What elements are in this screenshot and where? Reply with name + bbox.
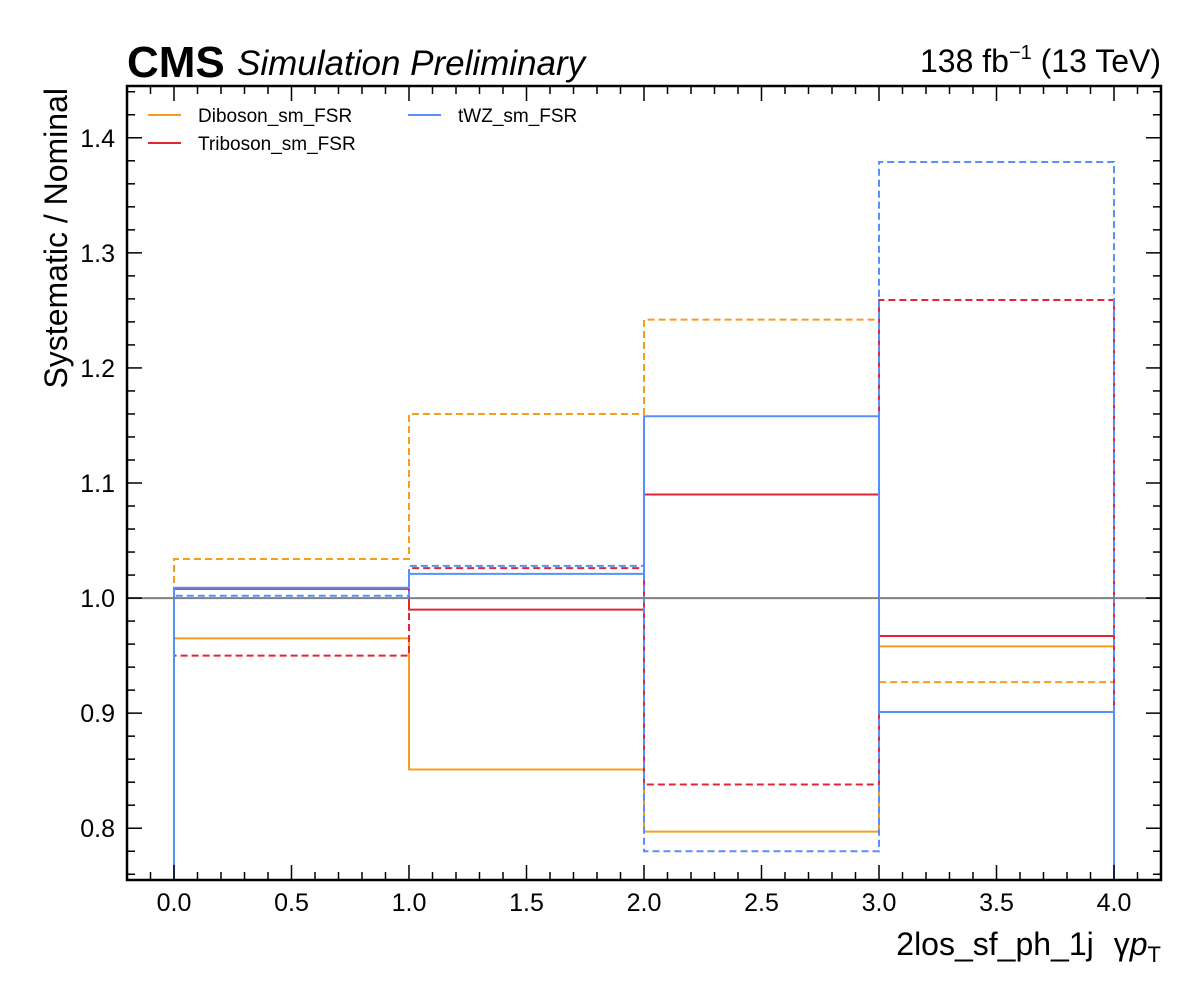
series-diboson-sm-fsr-down <box>173 318 1115 880</box>
y-tick-label: 0.8 <box>80 815 115 843</box>
y-tick-label: 1.3 <box>80 240 115 268</box>
series-twz-sm-fsr-up <box>173 415 1115 880</box>
lumi-label: 138 fb−1 (13 TeV) <box>920 42 1161 79</box>
x-tick-label: 0.5 <box>274 889 309 917</box>
series-twz-sm-fsr-down <box>173 160 1115 880</box>
series-triboson-sm-fsr-down <box>173 299 1115 880</box>
y-axis-label: Systematic / Nominal <box>38 88 74 389</box>
y-tick-label: 1.0 <box>80 585 115 613</box>
legend-label: tWZ_sm_FSR <box>458 106 577 127</box>
series-layer <box>173 160 1115 880</box>
x-tick-label: 2.5 <box>744 889 779 917</box>
lumi-exponent: −1 <box>1009 42 1032 64</box>
x-axis-label: 2los_sf_ph_1j γpT <box>896 926 1161 967</box>
x-tick-label: 0.0 <box>157 889 192 917</box>
x-tick-label: 3.5 <box>979 889 1014 917</box>
legend-label: Triboson_sm_FSR <box>198 134 356 155</box>
x-tick-label: 2.0 <box>627 889 662 917</box>
y-tick-label: 1.2 <box>80 355 115 383</box>
x-tick-label: 4.0 <box>1097 889 1132 917</box>
y-tick-label: 1.1 <box>80 470 115 498</box>
status-label: Simulation Preliminary <box>237 44 588 83</box>
x-tick-label: 1.5 <box>509 889 544 917</box>
cms-label: CMS <box>127 38 225 87</box>
y-tick-label: 1.4 <box>80 125 115 153</box>
legend-label: Diboson_sm_FSR <box>198 106 352 127</box>
ticks-layer <box>126 86 1162 880</box>
x-tick-label: 3.0 <box>862 889 897 917</box>
tick-labels: 0.0 0.5 1.0 1.5 2.0 2.5 3.0 3.5 4.0 0.8 0.9 1.0 1.1 1… <box>80 125 1131 917</box>
x-tick-label: 1.0 <box>392 889 427 917</box>
y-tick-label: 0.9 <box>80 700 115 728</box>
legend: Diboson_sm_FSR Triboson_sm_FSR tWZ_sm_FSR <box>148 106 577 155</box>
